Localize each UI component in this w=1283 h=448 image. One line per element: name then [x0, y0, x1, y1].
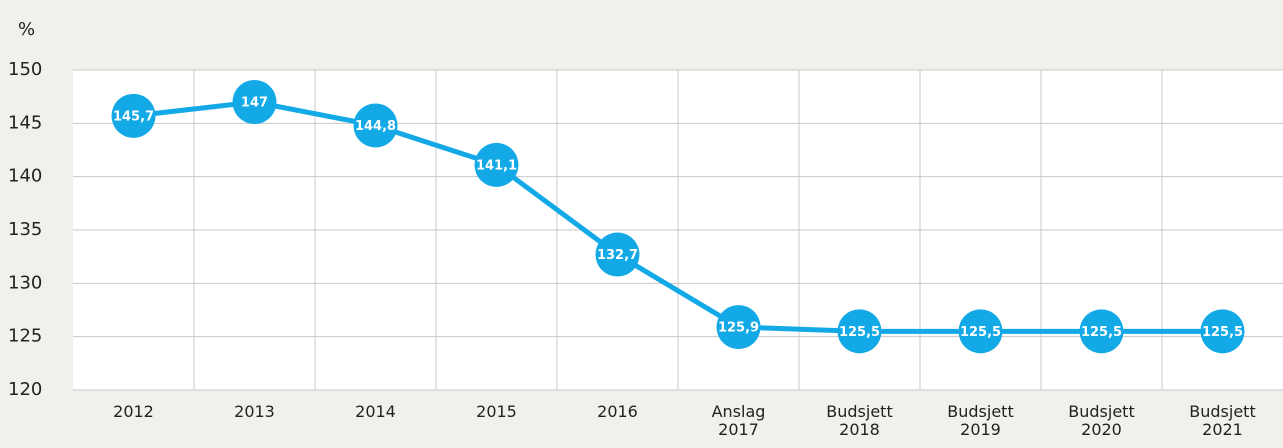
x-tick-label: Budsjett 2019 [947, 402, 1014, 439]
y-tick-label: 120 [8, 379, 42, 400]
x-tick-label: 2016 [597, 402, 638, 421]
data-label: 125,5 [1081, 325, 1122, 340]
data-point [837, 309, 882, 354]
series-line [133, 99, 1223, 334]
data-label: 125,9 [718, 321, 759, 336]
y-tick-label: 135 [8, 219, 42, 240]
y-unit: % [18, 19, 35, 40]
x-tick-label: 2012 [113, 402, 154, 421]
x-tick-label: Budsjett 2021 [1189, 402, 1256, 439]
data-label: 141,1 [476, 158, 517, 173]
x-tick-label: 2014 [355, 402, 396, 421]
data-point [595, 232, 640, 277]
data-point [958, 309, 1003, 354]
data-point [1079, 309, 1124, 354]
y-tick-label: 145 [8, 112, 42, 133]
x-tick-label: Anslag 2017 [711, 402, 766, 439]
x-tick-label: Budsjett 2018 [826, 402, 893, 439]
data-point [474, 142, 519, 187]
data-point [716, 305, 761, 350]
data-label: 145,7 [113, 109, 154, 124]
y-tick-label: 125 [8, 326, 42, 347]
data-point [1200, 309, 1245, 354]
data-label: 125,5 [839, 325, 880, 340]
x-tick-label: 2013 [234, 402, 275, 421]
y-tick-label: 150 [8, 59, 42, 80]
x-tick-label: 2015 [476, 402, 517, 421]
data-label: 125,5 [960, 325, 1001, 340]
y-tick-label: 130 [8, 272, 42, 293]
data-label: 132,7 [597, 248, 638, 263]
data-point [353, 103, 398, 148]
data-label: 144,8 [355, 119, 396, 134]
y-tick-label: 140 [8, 166, 42, 187]
data-point [111, 93, 156, 138]
data-point [232, 80, 277, 124]
data-label: 125,5 [1202, 325, 1243, 340]
x-tick-label: Budsjett 2020 [1068, 402, 1135, 439]
data-label: 147 [241, 96, 268, 111]
